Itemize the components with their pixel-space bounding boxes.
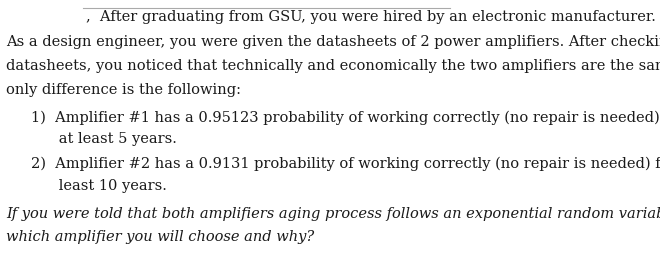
- Text: least 10 years.: least 10 years.: [31, 179, 167, 193]
- Text: 1)  Amplifier #1 has a 0.95123 probability of working correctly (no repair is ne: 1) Amplifier #1 has a 0.95123 probabilit…: [31, 110, 660, 125]
- Text: As a design engineer, you were given the datasheets of 2 power amplifiers. After: As a design engineer, you were given the…: [6, 35, 660, 49]
- Text: datasheets, you noticed that technically and economically the two amplifiers are: datasheets, you noticed that technically…: [6, 59, 660, 73]
- Text: If you were told that both amplifiers aging process follows an exponential rando: If you were told that both amplifiers ag…: [6, 207, 660, 221]
- Text: only difference is the following:: only difference is the following:: [6, 83, 241, 97]
- Text: at least 5 years.: at least 5 years.: [31, 132, 177, 146]
- Text: which amplifier you will choose and why?: which amplifier you will choose and why?: [6, 230, 314, 244]
- Text: 2)  Amplifier #2 has a 0.9131 probability of working correctly (no repair is nee: 2) Amplifier #2 has a 0.9131 probability…: [31, 157, 660, 171]
- Text: ,  After graduating from GSU, you were hired by an electronic manufacturer.: , After graduating from GSU, you were hi…: [86, 10, 655, 24]
